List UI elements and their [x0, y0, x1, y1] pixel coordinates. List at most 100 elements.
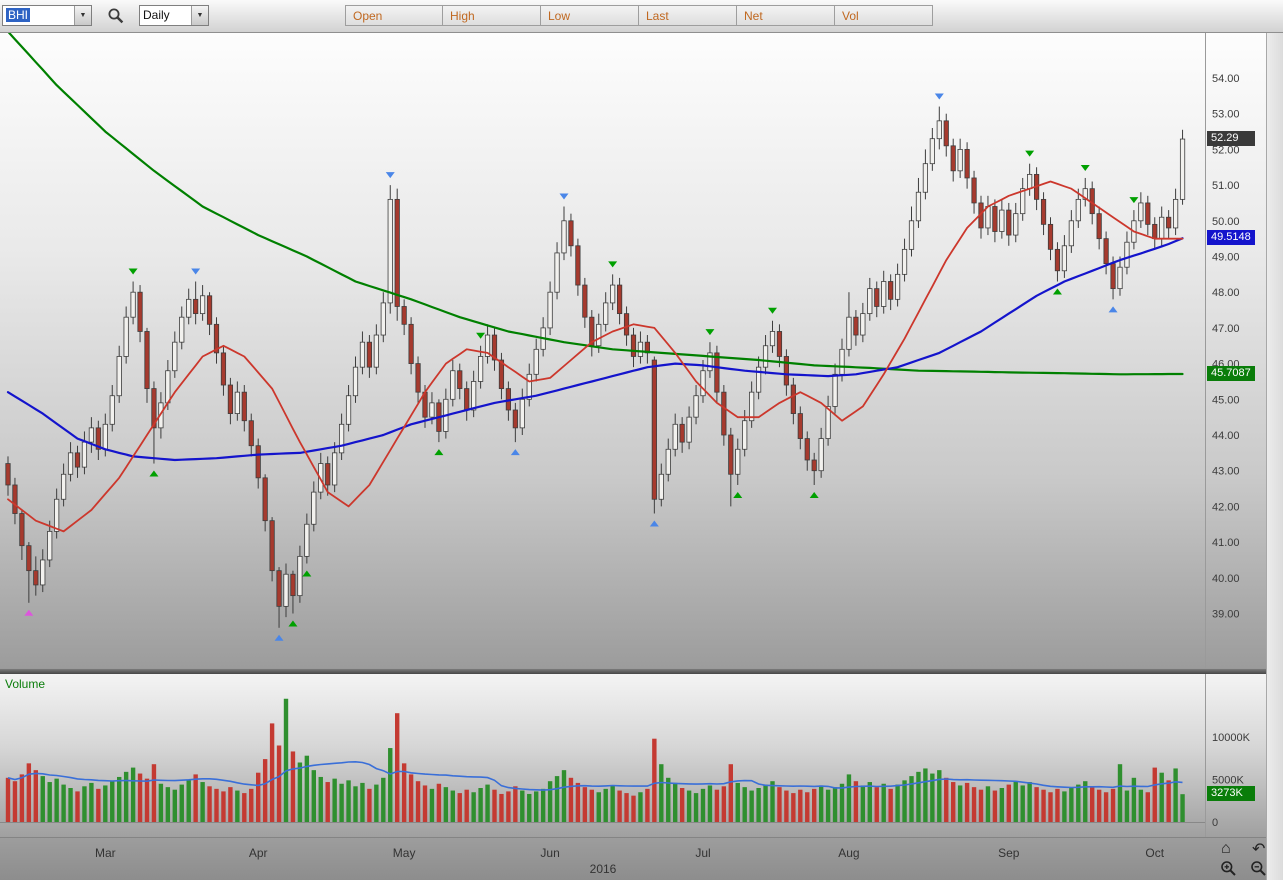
- volume-bar: [534, 791, 539, 822]
- candle-up: [67, 452, 74, 475]
- volume-bar: [415, 781, 421, 822]
- candle-up: [929, 138, 935, 165]
- candle-down: [151, 388, 157, 429]
- volume-bar: [436, 783, 442, 822]
- month-label: May: [392, 846, 416, 860]
- volume-bar: [283, 698, 289, 822]
- volume-chart[interactable]: 10000K 5000K 0: [0, 674, 1266, 837]
- signal-marker-green: [1052, 288, 1062, 295]
- candle-down: [12, 484, 18, 514]
- volume-bar: [638, 792, 643, 822]
- home-icon[interactable]: ⌂: [1221, 840, 1231, 857]
- candle-up: [881, 281, 887, 307]
- volume-bar: [144, 778, 150, 822]
- volume-bar: [1159, 772, 1164, 822]
- signal-marker-green: [768, 307, 777, 314]
- interval-label: Daily: [143, 8, 170, 22]
- price-tick-label: 50.00: [1212, 216, 1240, 228]
- volume-bar: [5, 777, 11, 822]
- candle-down: [721, 391, 727, 436]
- candle-down: [144, 331, 150, 389]
- quote-cell-label: Net: [744, 8, 763, 23]
- candle-up: [484, 334, 491, 357]
- volume-bar: [1013, 781, 1018, 822]
- volume-bar: [513, 786, 518, 822]
- volume-bar: [151, 764, 157, 822]
- candle-up: [297, 555, 303, 597]
- candle-up: [1013, 213, 1019, 236]
- candle-down: [783, 356, 790, 386]
- volume-bar: [193, 774, 198, 822]
- candle-down: [1047, 223, 1054, 250]
- ma-line-red: [7, 180, 1184, 533]
- volume-bar: [930, 773, 935, 822]
- volume-bar: [1020, 785, 1025, 822]
- candle-down: [95, 427, 101, 450]
- interval-combo[interactable]: Daily ▼: [139, 5, 209, 26]
- chevron-down-icon: ▼: [79, 12, 87, 19]
- candle-down: [248, 420, 254, 447]
- volume-bar: [1117, 764, 1123, 822]
- volume-bar: [659, 764, 664, 822]
- candle-up: [637, 341, 644, 357]
- volume-bar: [1027, 782, 1032, 822]
- volume-bar: [818, 785, 824, 822]
- volume-bar: [902, 780, 907, 822]
- volume-bar: [721, 786, 727, 822]
- volume-bar: [1069, 788, 1074, 822]
- pane-divider[interactable]: [0, 668, 1266, 674]
- signal-marker-green: [733, 491, 743, 498]
- candle-up: [352, 366, 359, 397]
- candle-down: [1096, 213, 1102, 240]
- volume-bar: [68, 788, 73, 822]
- symbol-input[interactable]: BHI: [3, 6, 74, 25]
- volume-bar: [374, 784, 379, 822]
- candle-up: [658, 473, 664, 500]
- candle-up: [825, 406, 831, 439]
- volume-bar: [311, 770, 316, 822]
- volume-bar: [999, 788, 1005, 822]
- price-tick-label: 52.00: [1212, 144, 1240, 156]
- volume-tick-label: 5000K: [1212, 775, 1244, 787]
- symbol-dropdown-button[interactable]: ▼: [74, 6, 91, 25]
- candle-up: [116, 356, 122, 397]
- candle-down: [366, 341, 373, 368]
- ma-blue-price-tag: 49.5148: [1207, 230, 1255, 246]
- volume-bar: [172, 789, 177, 822]
- volume-bar: [860, 785, 866, 822]
- candle-up: [742, 420, 748, 450]
- month-label: Jun: [540, 846, 560, 860]
- volume-bar: [714, 789, 720, 822]
- candle-up: [860, 313, 866, 336]
- candle-up: [359, 341, 366, 368]
- candle-up: [554, 252, 560, 293]
- interval-dropdown-button[interactable]: ▼: [191, 6, 208, 25]
- candle-up: [54, 498, 60, 532]
- volume-pane-title: Volume: [5, 677, 46, 691]
- volume-bar: [388, 748, 393, 822]
- candle-down: [241, 391, 247, 422]
- reset-view-icon[interactable]: ↶: [1252, 841, 1266, 858]
- volume-bar: [47, 782, 52, 822]
- volume-bar: [805, 792, 810, 822]
- candle-down: [19, 513, 25, 547]
- signal-marker-green: [809, 491, 819, 498]
- interval-input[interactable]: Daily: [140, 6, 191, 25]
- volume-bar: [596, 792, 601, 822]
- symbol-combo[interactable]: BHI ▼: [2, 5, 92, 26]
- volume-bar: [756, 788, 761, 822]
- price-pane: 54.00 53.00 52.00 51.00 50.00 49.00 48.00 47.00…: [0, 33, 1266, 668]
- candle-up: [373, 334, 379, 368]
- volume-bar: [1138, 789, 1144, 822]
- zoom-in-icon[interactable]: [1220, 860, 1237, 877]
- volume-bar: [249, 788, 254, 822]
- toolbar: BHI ▼ Daily ▼ Open High Low Last Net Vol: [0, 0, 1283, 33]
- price-chart[interactable]: 54.00 53.00 52.00 51.00 50.00 49.00 48.00 47.00…: [0, 33, 1266, 668]
- search-icon[interactable]: [107, 7, 125, 25]
- candle-down: [888, 281, 894, 300]
- volume-bar: [26, 763, 32, 822]
- quote-cell-last: Last: [639, 5, 737, 26]
- zoom-out-icon[interactable]: [1250, 860, 1267, 877]
- vertical-scrollbar[interactable]: [1266, 33, 1283, 880]
- volume-bar: [332, 778, 337, 822]
